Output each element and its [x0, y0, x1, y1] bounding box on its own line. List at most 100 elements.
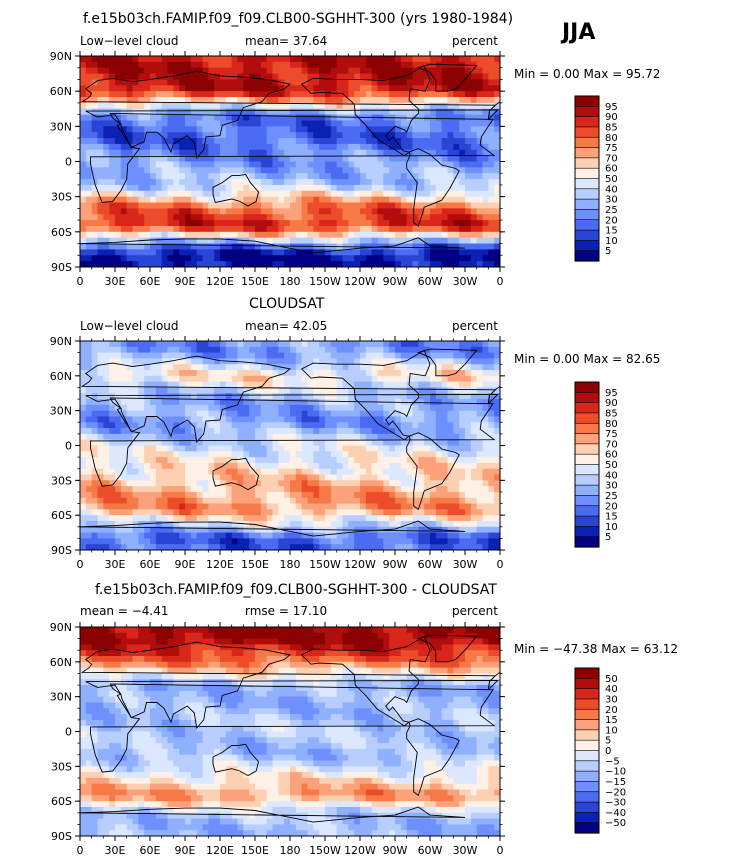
- field-cell: [354, 225, 361, 233]
- field-cell: [132, 491, 139, 499]
- field-cell: [325, 399, 332, 406]
- field-cell: [371, 56, 379, 63]
- field-cell: [196, 67, 204, 75]
- field-cell: [441, 457, 449, 464]
- field-cell: [97, 56, 104, 63]
- field-cell: [290, 422, 297, 429]
- field-cell: [319, 79, 326, 86]
- field-cell: [231, 126, 239, 133]
- field-cell: [284, 370, 291, 377]
- field-cell: [465, 79, 472, 86]
- field-cell: [126, 214, 134, 221]
- field-cell: [330, 208, 338, 215]
- field-cell: [476, 462, 484, 470]
- field-cell: [278, 404, 285, 412]
- field-cell: [272, 480, 279, 487]
- field-cell: [488, 249, 495, 256]
- field-cell: [237, 261, 244, 267]
- field-cell: [406, 387, 414, 394]
- field-cell: [196, 439, 204, 447]
- panel-2-minmax: Min = 0.00 Max = 82.65: [514, 352, 661, 366]
- field-cell: [80, 97, 87, 104]
- field-cell: [132, 120, 139, 127]
- field-cell: [260, 220, 268, 227]
- field-cell: [476, 126, 484, 133]
- field-cell: [225, 375, 233, 383]
- field-cell: [313, 220, 320, 227]
- field-cell: [377, 231, 384, 239]
- field-cell: [319, 143, 326, 151]
- field-cell: [412, 422, 419, 429]
- field-cell: [494, 190, 500, 198]
- field-cell: [103, 468, 110, 476]
- field-cell: [272, 114, 279, 122]
- field-cell: [80, 102, 87, 110]
- field-cell: [488, 364, 495, 371]
- field-cell: [470, 393, 478, 400]
- field-cell: [278, 190, 285, 198]
- field-cell: [494, 468, 500, 476]
- field-cell: [109, 370, 116, 377]
- field-cell: [243, 167, 250, 174]
- field-cell: [488, 404, 495, 412]
- field-cell: [214, 173, 221, 180]
- field-cell: [144, 132, 151, 139]
- field-cell: [348, 190, 355, 198]
- field-cell: [319, 208, 326, 215]
- field-cell: [441, 179, 449, 186]
- field-cell: [255, 451, 262, 458]
- field-cell: [459, 451, 466, 458]
- field-cell: [470, 167, 478, 174]
- field-cell: [441, 503, 449, 510]
- field-cell: [447, 179, 454, 186]
- field-cell: [109, 509, 116, 516]
- field-cell: [435, 462, 443, 470]
- field-cell: [377, 85, 384, 92]
- field-cell: [441, 404, 449, 412]
- field-cell: [185, 439, 192, 447]
- field-cell: [260, 85, 268, 92]
- field-cell: [225, 364, 233, 371]
- lon-label: 30W: [453, 275, 478, 288]
- field-cell: [196, 509, 204, 516]
- field-cell: [249, 173, 256, 180]
- field-cell: [395, 261, 402, 267]
- field-cell: [307, 370, 314, 377]
- field-cell: [383, 108, 390, 116]
- field-cell: [266, 214, 274, 221]
- field-cell: [126, 249, 134, 256]
- field-cell: [435, 56, 443, 63]
- field-cell: [155, 143, 163, 151]
- field-cell: [295, 468, 303, 476]
- field-cell: [249, 190, 256, 198]
- field-cell: [91, 73, 99, 81]
- field-cell: [319, 352, 326, 360]
- field-cell: [255, 91, 262, 98]
- field-cell: [208, 114, 215, 122]
- field-cell: [85, 149, 93, 157]
- field-cell: [132, 341, 139, 348]
- field-cell: [150, 126, 157, 133]
- field-cell: [365, 61, 373, 69]
- field-cell: [342, 416, 349, 423]
- field-cell: [319, 220, 326, 227]
- field-cell: [295, 381, 303, 389]
- field-cell: [208, 468, 215, 476]
- field-cell: [325, 97, 332, 104]
- field-cell: [360, 56, 367, 63]
- field-cell: [150, 422, 157, 429]
- field-cell: [249, 486, 256, 493]
- field-cell: [202, 497, 209, 505]
- field-cell: [173, 97, 180, 104]
- field-cell: [400, 439, 408, 447]
- field-cell: [225, 486, 233, 493]
- field-cell: [383, 231, 390, 239]
- field-cell: [167, 261, 174, 267]
- field-cell: [179, 509, 186, 516]
- field-cell: [190, 370, 198, 377]
- field-cell: [214, 341, 221, 348]
- field-cell: [453, 255, 460, 262]
- field-cell: [208, 503, 215, 510]
- field-cell: [336, 97, 344, 104]
- field-cell: [272, 387, 279, 394]
